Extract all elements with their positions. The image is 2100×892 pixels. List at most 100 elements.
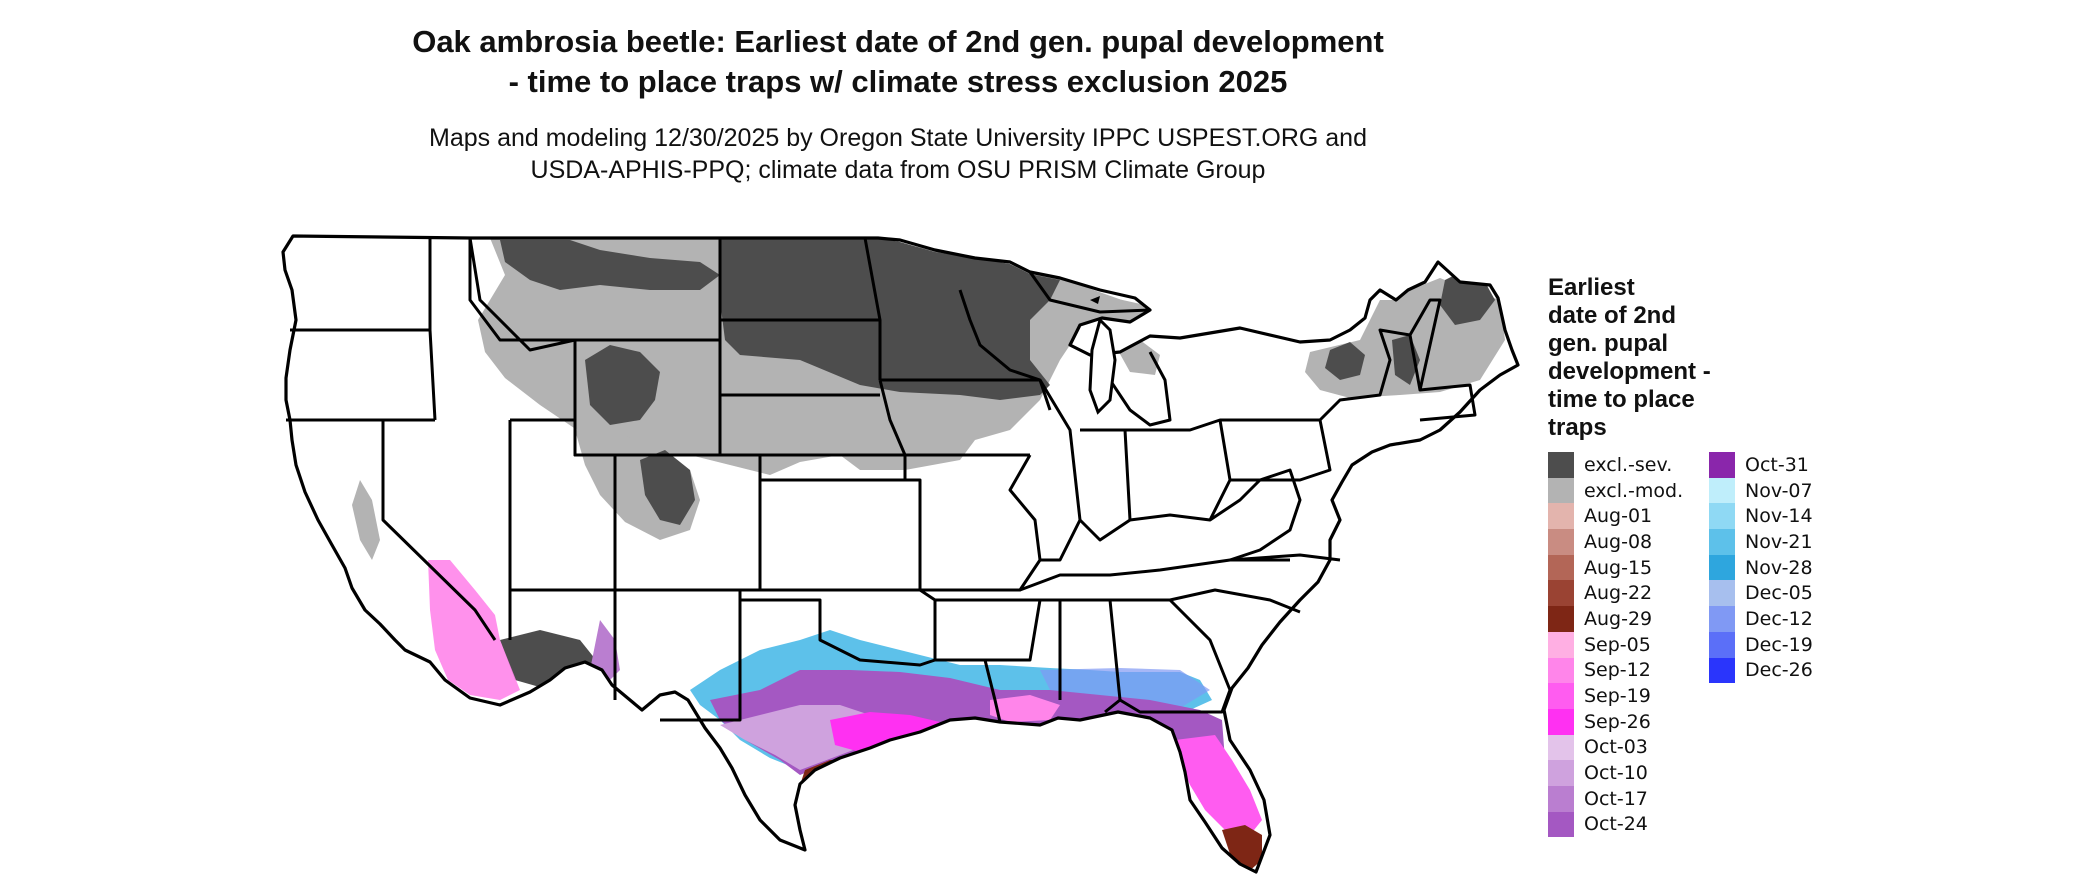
legend-label: excl.-sev.: [1584, 453, 1673, 476]
legend-label: Sep-26: [1584, 710, 1651, 733]
legend-swatch: [1709, 503, 1735, 530]
map-subtitle: Maps and modeling 12/30/2025 by Oregon S…: [0, 122, 1796, 186]
legend-swatch: [1548, 529, 1574, 555]
legend-title-line: traps: [1548, 414, 1607, 441]
border-nm-e: [660, 590, 742, 722]
legend-item: Dec-12: [1709, 606, 1813, 632]
legend-label: Nov-07: [1745, 479, 1813, 502]
region-florida-sep: [1175, 735, 1262, 835]
region-excl-severe-montana: [500, 240, 720, 290]
legend-label: Oct-10: [1584, 762, 1648, 785]
border-id-w: [428, 238, 437, 421]
legend-item: Oct-10: [1548, 760, 1683, 786]
legend-item: Aug-08: [1548, 529, 1683, 555]
legend-swatch: [1548, 811, 1574, 838]
region-texas-sep: [830, 712, 940, 752]
lake-michigan: [1088, 317, 1117, 415]
border-ne-s: [878, 379, 907, 456]
legend-column-1: excl.-sev. excl.-mod. Aug-01 Aug-08 Aug-15 Au…: [1548, 452, 1684, 838]
legend-label: Oct-17: [1584, 787, 1648, 810]
map-title-line-1: Oak ambrosia beetle: Earliest date of 2n…: [412, 24, 1384, 59]
legend-item: Nov-21: [1709, 529, 1813, 555]
legend-swatch: [1548, 477, 1574, 504]
border-pa: [1220, 418, 1332, 482]
region-southwest-late: [428, 560, 520, 700]
legend-item: Sep-19: [1548, 683, 1683, 709]
legend-swatch: [1548, 785, 1574, 812]
legend-item: Sep-05: [1548, 631, 1683, 658]
legend-label: Aug-01: [1584, 505, 1653, 528]
legend-swatch: [1548, 631, 1574, 658]
region-south-florida-aug: [1222, 825, 1262, 872]
legend-swatch: [1709, 580, 1735, 607]
legend-label: Dec-05: [1745, 582, 1813, 605]
legend-item: Sep-26: [1548, 708, 1683, 735]
legend-label: excl.-mod.: [1584, 479, 1684, 502]
legend-item: Aug-01: [1548, 503, 1683, 530]
region-excl-severe-north-plains: [720, 238, 1060, 400]
legend-title: Earliest date of 2nd gen. pupal developm…: [1548, 274, 1711, 442]
legend-swatch: [1709, 452, 1735, 478]
legend-label: Nov-14: [1745, 505, 1813, 528]
border-mi-upper: [1028, 271, 1151, 314]
legend-swatch: [1709, 554, 1735, 581]
region-excl-severe-colorado: [640, 450, 695, 525]
legend-swatch: [1548, 657, 1574, 684]
border-va-nc: [1229, 553, 1341, 562]
legend-column-2: Oct-31 Nov-07 Nov-14 Nov-21 Nov-28 Dec-05 Dec-…: [1709, 452, 1813, 684]
legend-label: Sep-05: [1584, 633, 1651, 656]
legend-item: Dec-05: [1709, 580, 1813, 607]
border-ok: [740, 588, 937, 667]
legend-swatch: [1548, 606, 1574, 632]
legend-item: Dec-26: [1709, 657, 1813, 684]
legend-title-line: time to place: [1548, 386, 1695, 413]
legend-item: Oct-31: [1709, 452, 1813, 478]
legend-swatch: [1548, 452, 1574, 478]
legend-item: Oct-03: [1548, 734, 1683, 761]
legend-swatch: [1548, 503, 1574, 530]
legend-swatch: [1709, 631, 1735, 658]
map-title: Oak ambrosia beetle: Earliest date of 2n…: [0, 22, 1796, 102]
legend-title-line: date of 2nd: [1548, 302, 1677, 329]
border-sc-nc: [1169, 588, 1301, 614]
legend-swatch: [1548, 760, 1574, 786]
legend-title-line: gen. pupal: [1548, 330, 1668, 357]
legend-item: Aug-15: [1548, 554, 1683, 581]
border-al-ga: [1060, 598, 1122, 714]
legend-label: Oct-31: [1745, 453, 1809, 476]
legend-label: Sep-12: [1584, 659, 1651, 682]
legend-item: Nov-07: [1709, 477, 1813, 504]
legend-title-line: development -: [1548, 358, 1711, 385]
legend-label: Aug-22: [1584, 582, 1653, 605]
border-ne-ks: [720, 453, 907, 480]
us-map: [281, 234, 1520, 874]
legend-swatch: [1709, 529, 1735, 555]
us-border: [281, 234, 1520, 874]
border-ar-la: [935, 598, 1042, 662]
border-mn-w: [863, 237, 882, 380]
legend-label: Dec-26: [1745, 659, 1813, 682]
legend-title-line: Earliest: [1548, 274, 1635, 301]
legend-swatch: [1709, 477, 1735, 504]
region-louisiana-sep: [990, 695, 1060, 722]
legend-item: Sep-12: [1548, 657, 1683, 684]
border-new-england: [1408, 298, 1477, 422]
legend-label: Oct-24: [1584, 813, 1648, 836]
legend-label: Aug-08: [1584, 530, 1653, 553]
region-excl-severe-wyoming: [585, 345, 660, 425]
island-royale: [1090, 296, 1100, 304]
legend-item: Aug-22: [1548, 580, 1683, 607]
legend-item: excl.-sev.: [1548, 452, 1683, 478]
region-excl-severe-adirondack: [1325, 342, 1365, 380]
legend-label: Dec-19: [1745, 633, 1813, 656]
legend-label: Oct-03: [1584, 736, 1648, 759]
border-ut-co: [510, 418, 617, 592]
legend-label: Dec-12: [1745, 607, 1813, 630]
border-wv-va: [1209, 468, 1302, 562]
legend-item: Nov-28: [1709, 554, 1813, 581]
legend-item: Oct-17: [1548, 785, 1683, 812]
legend-label: Sep-19: [1584, 685, 1651, 708]
region-excl-moderate-sierra: [352, 480, 380, 560]
legend-swatch: [1548, 683, 1574, 709]
map-title-line-2: - time to place traps w/ climate stress …: [508, 64, 1288, 99]
